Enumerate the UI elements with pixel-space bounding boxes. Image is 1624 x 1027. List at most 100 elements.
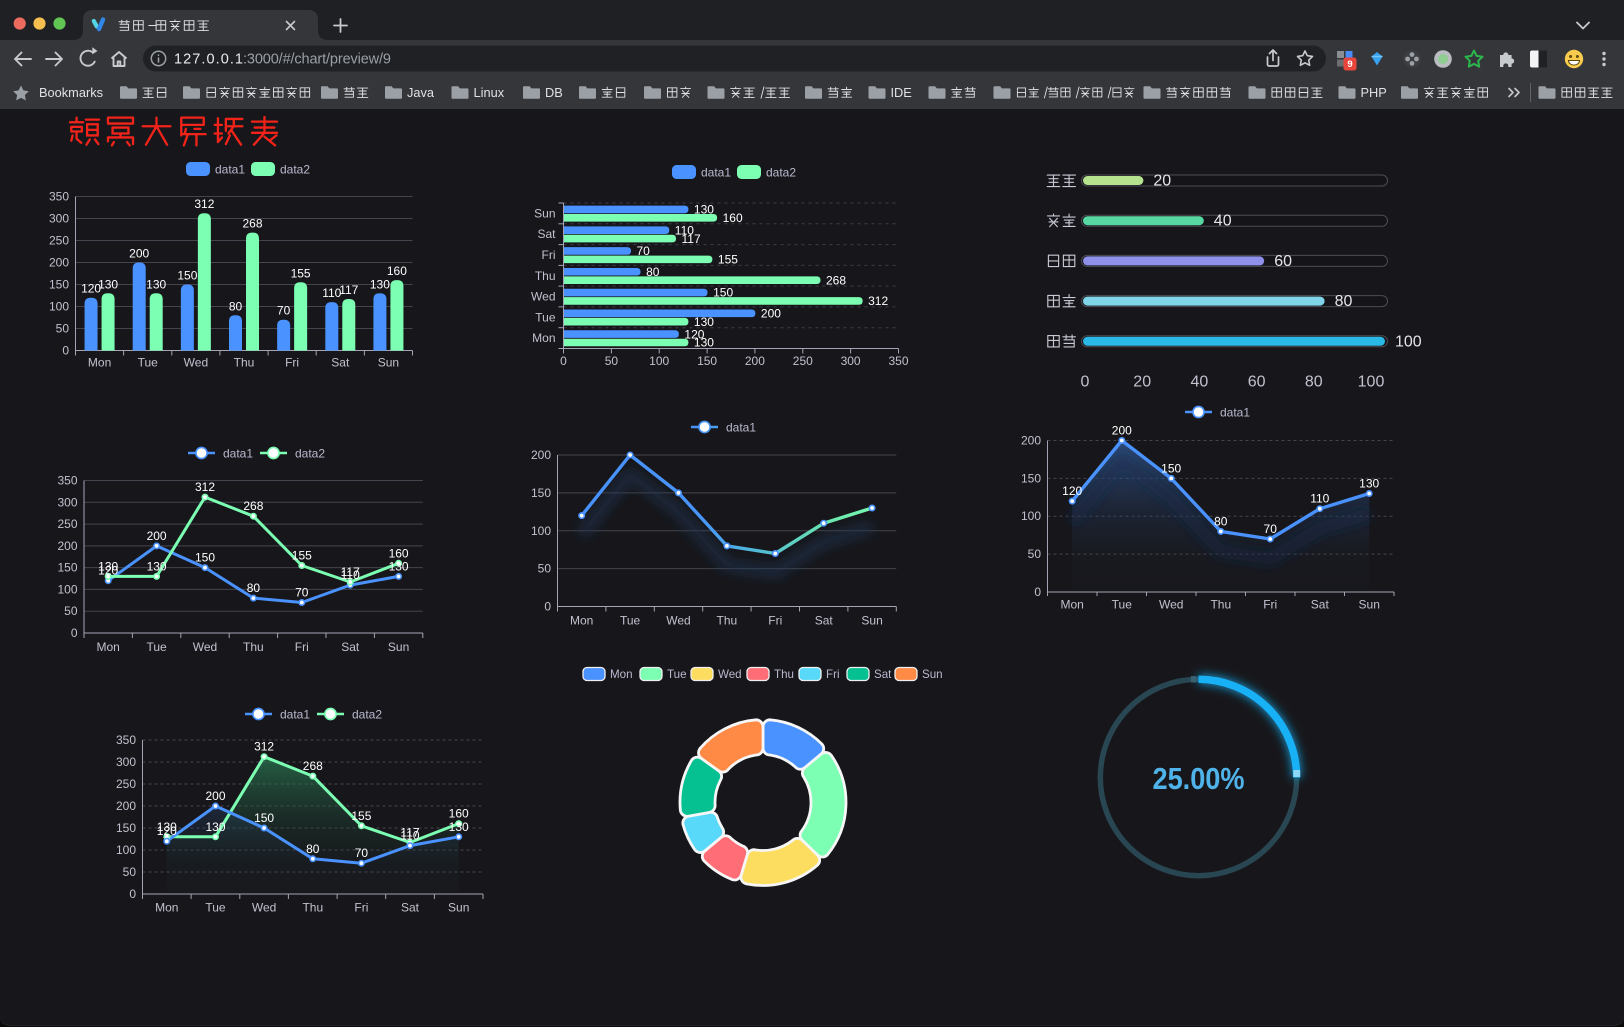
svg-text:160: 160: [387, 264, 407, 278]
svg-text:150: 150: [531, 486, 551, 500]
svg-text:130: 130: [147, 559, 167, 573]
svg-text:Sat: Sat: [331, 356, 350, 370]
svg-text:117: 117: [682, 232, 701, 246]
svg-text:100: 100: [49, 300, 69, 314]
svg-text:70: 70: [355, 846, 369, 860]
svg-text:data2: data2: [766, 166, 796, 180]
svg-text:350: 350: [888, 354, 908, 368]
svg-text:120: 120: [1062, 484, 1082, 498]
svg-text:312: 312: [254, 740, 274, 754]
svg-text:Sat: Sat: [1311, 598, 1330, 612]
svg-text:268: 268: [303, 759, 323, 773]
svg-text:200: 200: [1112, 424, 1132, 438]
svg-text:Sun: Sun: [1359, 598, 1380, 612]
svg-text:110: 110: [1310, 492, 1329, 506]
svg-text:130: 130: [694, 336, 714, 350]
svg-text:Fri: Fri: [542, 248, 556, 262]
svg-text:268: 268: [826, 273, 846, 287]
svg-text:110: 110: [322, 286, 341, 300]
svg-text:data2: data2: [280, 163, 310, 177]
svg-text:Mon: Mon: [1061, 598, 1084, 612]
svg-text:Mon: Mon: [610, 668, 633, 681]
svg-text:50: 50: [605, 354, 619, 368]
svg-text:300: 300: [841, 354, 861, 368]
svg-text:100: 100: [531, 524, 551, 538]
svg-text:100: 100: [1395, 333, 1422, 350]
svg-text:Mon: Mon: [88, 356, 111, 370]
svg-text:110: 110: [675, 223, 694, 237]
svg-text:Fri: Fri: [1263, 598, 1277, 612]
svg-text:155: 155: [292, 549, 312, 563]
svg-text:80: 80: [1214, 514, 1228, 528]
svg-text:100: 100: [649, 354, 669, 368]
svg-text:Thu: Thu: [1210, 598, 1231, 612]
svg-text:data1: data1: [1220, 406, 1250, 420]
svg-text:120: 120: [81, 282, 101, 296]
svg-text:40: 40: [1191, 374, 1209, 391]
svg-text:Thu: Thu: [717, 614, 738, 628]
svg-text:9: 9: [1347, 59, 1352, 70]
svg-text:100: 100: [57, 582, 77, 596]
svg-text:20: 20: [1133, 374, 1151, 391]
svg-text:Sat: Sat: [874, 668, 892, 681]
svg-text:50: 50: [56, 322, 70, 336]
svg-text:0: 0: [1034, 585, 1041, 599]
svg-text:Fri: Fri: [826, 668, 840, 681]
svg-text:60: 60: [1274, 253, 1292, 270]
svg-text:250: 250: [57, 517, 77, 531]
svg-text::3000/#/chart/preview/9: :3000/#/chart/preview/9: [243, 52, 391, 68]
svg-text:Tue: Tue: [205, 901, 226, 915]
svg-text:Fri: Fri: [768, 614, 782, 628]
svg-text:160: 160: [723, 211, 743, 225]
svg-text:110: 110: [341, 568, 360, 582]
svg-text:150: 150: [177, 269, 197, 283]
svg-text:40: 40: [1214, 213, 1232, 230]
svg-text:100: 100: [1021, 509, 1041, 523]
svg-text:150: 150: [1161, 461, 1181, 475]
svg-text:Fri: Fri: [354, 901, 368, 915]
svg-text:Sat: Sat: [341, 640, 360, 654]
svg-text:120: 120: [98, 564, 118, 578]
svg-text:250: 250: [116, 777, 136, 791]
svg-text:Sun: Sun: [922, 668, 943, 681]
svg-text:data1: data1: [223, 447, 253, 461]
svg-text:150: 150: [49, 278, 69, 292]
svg-text:Mon: Mon: [97, 640, 120, 654]
svg-text:Java: Java: [407, 85, 435, 100]
svg-text:PHP: PHP: [1361, 85, 1387, 100]
svg-text:Thu: Thu: [234, 356, 255, 370]
svg-text:Mon: Mon: [570, 614, 593, 628]
svg-text:Bookmarks: Bookmarks: [39, 85, 103, 100]
svg-text:130: 130: [157, 820, 177, 834]
svg-text:130: 130: [1359, 477, 1379, 491]
svg-text:130: 130: [370, 277, 390, 291]
svg-text:80: 80: [1305, 374, 1323, 391]
svg-text:130: 130: [449, 820, 469, 834]
svg-text:150: 150: [195, 551, 215, 565]
svg-text:155: 155: [351, 809, 371, 823]
svg-text:117: 117: [339, 283, 358, 297]
svg-text:150: 150: [57, 561, 77, 575]
svg-text:155: 155: [291, 266, 311, 280]
svg-text:Sun: Sun: [388, 640, 409, 654]
svg-text:Sun: Sun: [534, 206, 555, 220]
svg-text:250: 250: [49, 234, 69, 248]
svg-text:50: 50: [123, 865, 137, 879]
svg-text:300: 300: [49, 212, 69, 226]
svg-text:350: 350: [49, 190, 69, 204]
svg-text:70: 70: [1264, 522, 1278, 536]
svg-text:Wed: Wed: [1159, 598, 1183, 612]
svg-text:0: 0: [544, 600, 551, 614]
svg-text:300: 300: [116, 755, 136, 769]
svg-text:0: 0: [1081, 374, 1090, 391]
svg-text:155: 155: [718, 253, 738, 267]
svg-text:350: 350: [116, 733, 136, 747]
svg-text:Wed: Wed: [252, 901, 276, 915]
svg-text:Tue: Tue: [138, 356, 159, 370]
svg-text:80: 80: [229, 299, 243, 313]
svg-text:120: 120: [684, 327, 704, 341]
svg-text:Wed: Wed: [531, 290, 555, 304]
svg-text:150: 150: [1021, 471, 1041, 485]
svg-text:150: 150: [116, 821, 136, 835]
svg-text:100: 100: [1358, 374, 1385, 391]
